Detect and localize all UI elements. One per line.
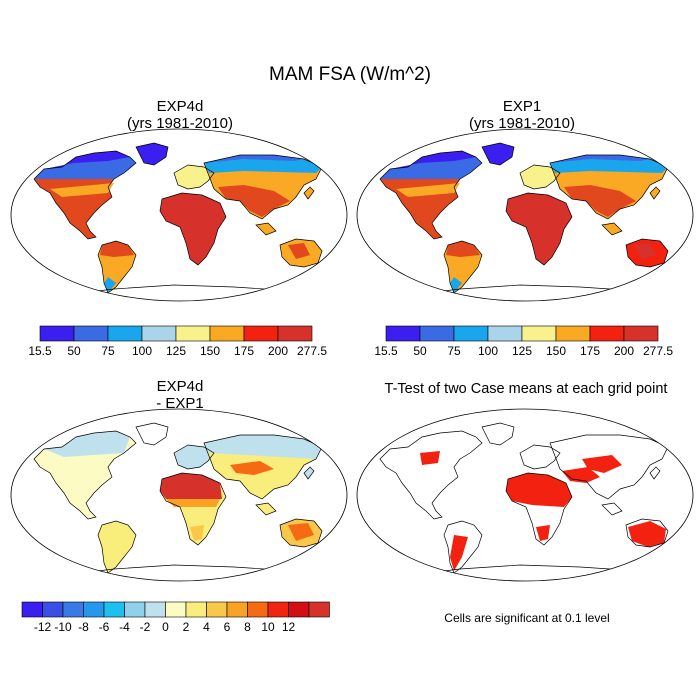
colorbar-label: 4 <box>203 620 210 634</box>
map-difference <box>10 408 348 582</box>
colorbar-swatch <box>175 325 211 342</box>
colorbar-swatch <box>385 325 421 342</box>
colorbar-label: 277.5 <box>297 344 327 358</box>
colorbar-label: 2 <box>183 620 190 634</box>
colorbar-label: 6 <box>224 620 231 634</box>
colorbar-swatch <box>124 601 146 618</box>
colorbar-label: 75 <box>101 344 115 358</box>
significance-footnote: Cells are significant at 0.1 level <box>444 611 610 625</box>
colorbar-exp4d: 15.5 50 75 100 125 150 175 200 277.5 <box>28 325 327 358</box>
colorbar-label: 175 <box>580 344 600 358</box>
colorbar-swatch <box>42 601 64 618</box>
panel-title-line1: EXP4d <box>156 378 204 395</box>
colorbar-swatch <box>141 325 177 342</box>
colorbar-label: 200 <box>268 344 288 358</box>
colorbar-swatch <box>589 325 625 342</box>
colorbar-swatch <box>83 601 105 618</box>
colorbar-label: 125 <box>512 344 532 358</box>
panel-title-line1: EXP4d <box>156 98 204 115</box>
colorbar-label: 175 <box>234 344 254 358</box>
colorbar-label: 15.5 <box>28 344 52 358</box>
colorbar-swatch <box>62 601 84 618</box>
colorbar-label: -4 <box>119 620 130 634</box>
colorbar-swatch <box>277 325 313 342</box>
colorbar-swatch <box>267 601 289 618</box>
colorbar-swatch <box>107 325 143 342</box>
map-exp1 <box>356 128 694 302</box>
map-ttest <box>356 408 694 582</box>
panel-title-line2: (yrs 1981-2010) <box>127 115 233 132</box>
colorbar-swatch <box>165 601 187 618</box>
colorbar-label: 15.5 <box>374 344 398 358</box>
panel-title-line1: EXP1 <box>502 98 542 115</box>
colorbar-label: 0 <box>162 620 169 634</box>
panel-title-ttest: T-Test of two Case means at each grid po… <box>384 381 668 397</box>
colorbar-label: 12 <box>282 620 296 634</box>
colorbar-label: 75 <box>447 344 461 358</box>
colorbar-swatch <box>185 601 207 618</box>
colorbar-label: 100 <box>478 344 498 358</box>
panel-title-exp4d: EXP4d (yrs 1981-2010) <box>60 98 300 132</box>
colorbar-label: 10 <box>261 620 275 634</box>
colorbar-label: 50 <box>413 344 427 358</box>
colorbar-swatch <box>521 325 557 342</box>
colorbar-exp1: 15.5 50 75 100 125 150 175 200 277.5 <box>374 325 673 358</box>
colorbar-swatch <box>21 601 43 618</box>
colorbar-swatch <box>419 325 455 342</box>
colorbar-label: 200 <box>614 344 634 358</box>
colorbar-swatch <box>73 325 109 342</box>
colorbar-label: 8 <box>244 620 251 634</box>
map-exp4d <box>10 128 348 302</box>
colorbar-swatch <box>247 601 269 618</box>
colorbar-label: 277.5 <box>643 344 673 358</box>
panel-title-line2: (yrs 1981-2010) <box>469 115 575 132</box>
colorbar-label: -8 <box>78 620 89 634</box>
colorbar-label: 50 <box>67 344 81 358</box>
colorbar-label: 150 <box>200 344 220 358</box>
colorbar-swatch <box>206 601 228 618</box>
colorbar-label: -6 <box>99 620 110 634</box>
colorbar-difference: -12 -10 -8 -6 -4 -2 0 2 4 6 8 10 12 <box>21 601 330 634</box>
figure-title: MAM FSA (W/m^2) <box>269 64 431 85</box>
colorbar-label: 125 <box>166 344 186 358</box>
colorbar-label: -10 <box>54 620 72 634</box>
panel-title-exp1: EXP1 (yrs 1981-2010) <box>402 98 642 132</box>
colorbar-label: 100 <box>132 344 152 358</box>
colorbar-swatch <box>39 325 75 342</box>
colorbar-label: -2 <box>140 620 151 634</box>
colorbar-swatch <box>453 325 489 342</box>
colorbar-swatch <box>103 601 125 618</box>
panel-title-diff: EXP4d - EXP1 <box>60 378 300 412</box>
colorbar-swatch <box>144 601 166 618</box>
colorbar-swatch <box>226 601 248 618</box>
colorbar-swatch <box>243 325 279 342</box>
colorbar-label: 150 <box>546 344 566 358</box>
colorbar-swatch <box>487 325 523 342</box>
colorbar-swatch <box>308 601 330 618</box>
colorbar-swatch <box>623 325 659 342</box>
panel-title-line2: - EXP1 <box>156 395 204 412</box>
colorbar-swatch <box>288 601 310 618</box>
colorbar-label: -12 <box>34 620 52 634</box>
colorbar-swatch <box>555 325 591 342</box>
colorbar-swatch <box>209 325 245 342</box>
